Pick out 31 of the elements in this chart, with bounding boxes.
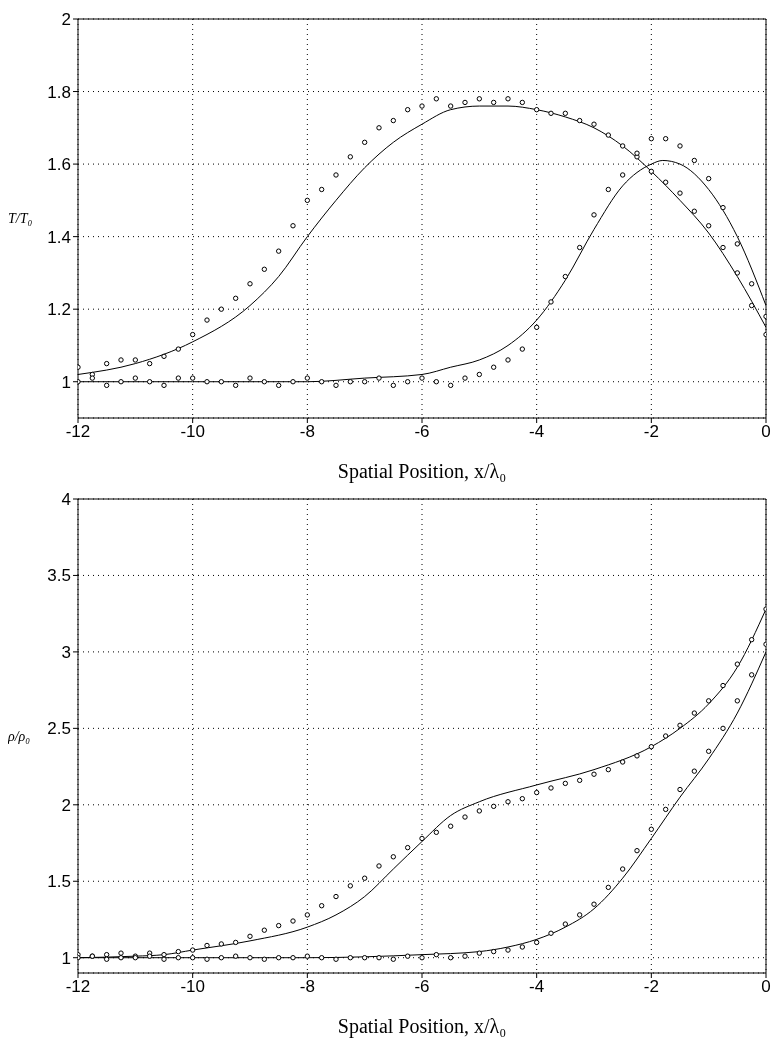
y-tick-label: 1.8 <box>47 82 71 102</box>
x-tick-label: -8 <box>299 422 315 442</box>
y-tick-label: 2 <box>61 795 71 815</box>
x-tick-label: -2 <box>643 977 659 997</box>
x-tick-label: -12 <box>65 977 91 997</box>
y-tick-label: 1 <box>61 372 71 392</box>
y-tick-label: 1 <box>61 948 71 968</box>
x-tick-label: -4 <box>529 422 545 442</box>
x-tick-label: -2 <box>643 422 659 442</box>
x-tick-label: 0 <box>761 422 771 442</box>
y-tick-label: 2.5 <box>47 719 71 739</box>
x-axis-title: Spatial Position, x/λ₀ <box>337 460 507 483</box>
x-tick-label: -10 <box>180 977 205 997</box>
y-tick-label: 2 <box>61 10 71 30</box>
y-axis-title: ρ/ρ₀ <box>7 728 31 744</box>
y-tick-label: 1.5 <box>47 872 71 892</box>
x-tick-label: -8 <box>299 977 315 997</box>
x-tick-label: -6 <box>414 422 430 442</box>
y-tick-label: 3.5 <box>47 566 71 586</box>
y-tick-label: 4 <box>61 490 71 510</box>
x-tick-label: -4 <box>529 977 545 997</box>
x-tick-label: -12 <box>65 422 91 442</box>
y-axis-title: T/T₀ <box>8 211 33 227</box>
x-tick-label: -10 <box>180 422 205 442</box>
x-axis-title: Spatial Position, x/λ₀ <box>337 1015 507 1038</box>
y-tick-label: 1.6 <box>47 155 71 175</box>
x-tick-label: 0 <box>761 977 771 997</box>
y-tick-label: 3 <box>61 642 71 662</box>
y-tick-label: 1.2 <box>47 300 71 320</box>
y-tick-label: 1.4 <box>47 227 71 247</box>
x-tick-label: -6 <box>414 977 430 997</box>
